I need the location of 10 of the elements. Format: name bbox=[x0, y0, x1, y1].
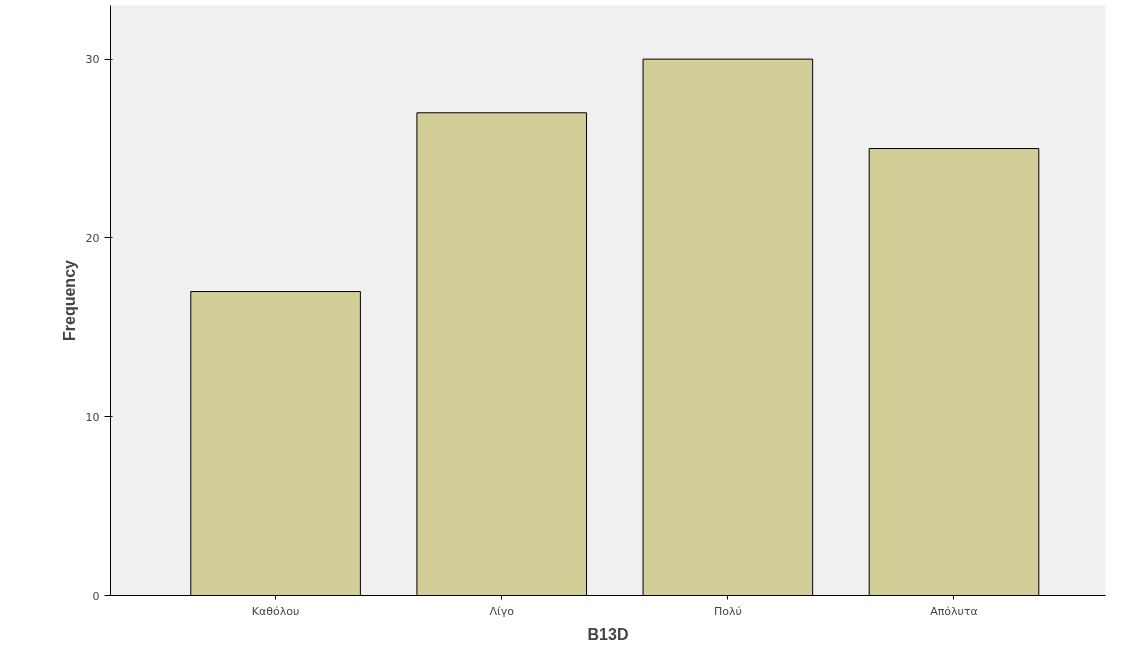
y-tick-label: 10 bbox=[85, 410, 100, 424]
y-axis-title: Frequency bbox=[60, 259, 78, 341]
x-tick-label: Λίγο bbox=[489, 604, 515, 618]
x-tick-label: Πολύ bbox=[713, 604, 742, 618]
y-tick-label: 20 bbox=[85, 231, 100, 245]
x-axis-title: B13D bbox=[587, 625, 629, 643]
y-tick-label: 30 bbox=[85, 53, 100, 67]
x-tick-label: Καθόλου bbox=[251, 604, 300, 618]
x-tick-label: Απόλυτα bbox=[930, 604, 978, 618]
y-tick-label: 0 bbox=[92, 589, 100, 603]
